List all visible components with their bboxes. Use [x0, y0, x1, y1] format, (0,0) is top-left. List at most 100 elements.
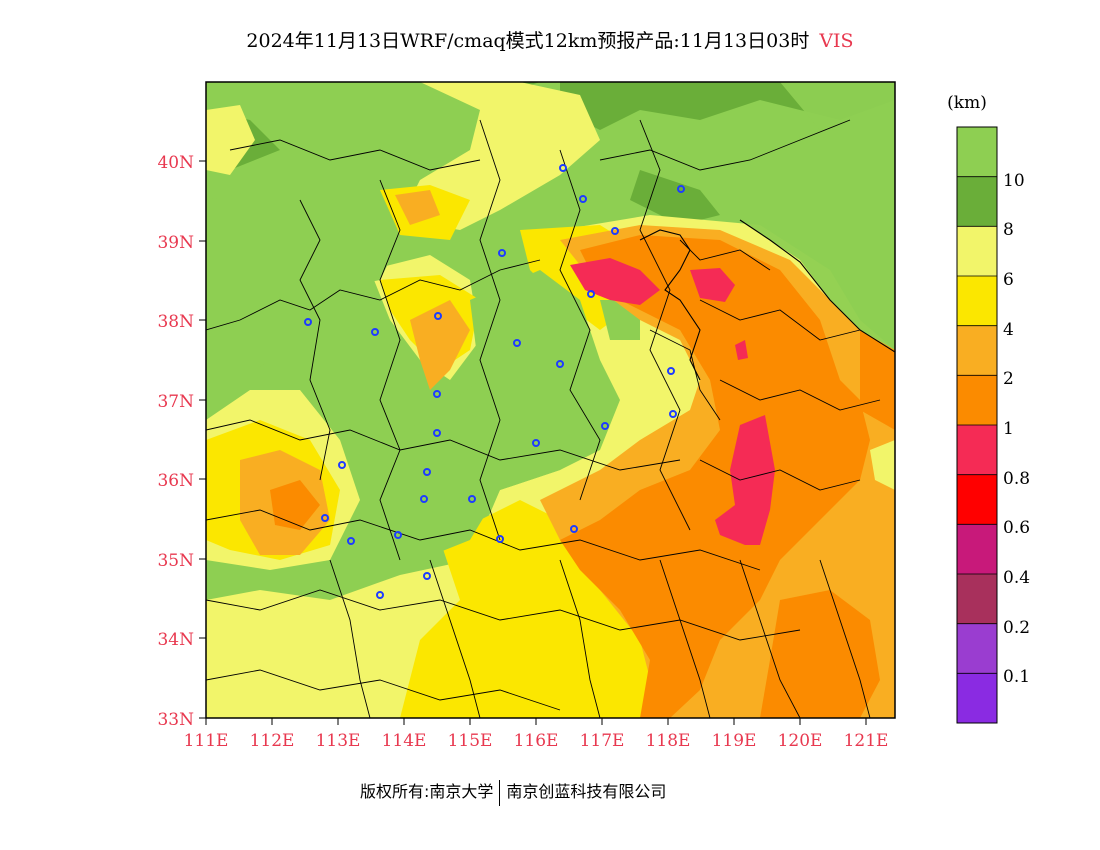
lat-ticks	[199, 160, 206, 719]
lat-label: 35N	[157, 551, 194, 571]
lon-label: 121E	[844, 731, 889, 751]
city-marker	[394, 531, 402, 539]
lat-labels: 33N 34N 35N 36N 37N 38N 39N 40N	[157, 153, 194, 730]
visibility-2-4-area	[395, 190, 440, 225]
sea-area	[740, 82, 895, 350]
visibility-1-2-area	[760, 590, 880, 718]
colorbar	[957, 127, 997, 724]
visibility-0.8-1-area	[715, 415, 775, 545]
company-text: 南京创蓝科技有限公司	[506, 782, 667, 801]
visibility-0.8-1-area	[690, 268, 735, 302]
city-marker	[304, 318, 312, 326]
city-marker	[433, 390, 441, 398]
colorbar-segment	[957, 127, 997, 178]
colorbar-segment	[957, 276, 997, 327]
lon-label: 113E	[316, 731, 361, 751]
footer-separator	[499, 779, 501, 806]
colorbar-segment	[957, 375, 997, 426]
visibility-1-2-area	[560, 235, 870, 718]
colorbar-labels: 10 8 6 4 2 1 0.8 0.6 0.4 0.2 0.1	[1003, 171, 1030, 687]
coastline	[639, 229, 701, 381]
lon-labels: 111E 112E 113E 114E 115E 116E 117E 118E …	[184, 731, 889, 751]
lat-label: 34N	[157, 630, 194, 650]
colorbar-segment	[957, 176, 997, 227]
city-marker	[556, 360, 564, 368]
colorbar-segment	[957, 524, 997, 575]
colorbar-label: 6	[1003, 270, 1014, 290]
lat-label: 37N	[157, 392, 194, 412]
colorbar-label: 0.8	[1003, 469, 1030, 489]
colorbar-segment	[957, 425, 997, 476]
coastline	[739, 219, 895, 353]
colorbar-label: 4	[1003, 320, 1014, 340]
city-marker	[669, 410, 677, 418]
lon-label: 120E	[778, 731, 823, 751]
city-marker	[376, 591, 384, 599]
city-marker	[667, 367, 675, 375]
city-marker	[347, 537, 355, 545]
colorbar-label: 10	[1003, 171, 1025, 191]
city-marker	[433, 429, 441, 437]
colorbar-label: 0.4	[1003, 568, 1030, 588]
lat-label: 40N	[157, 153, 194, 173]
city-marker	[498, 249, 506, 257]
visibility-gt10-area	[360, 270, 620, 560]
city-marker	[587, 290, 595, 298]
colorbar-segment	[957, 474, 997, 525]
lon-label: 114E	[382, 731, 427, 751]
city-marker	[338, 461, 346, 469]
colorbar-label: 2	[1003, 369, 1014, 389]
city-marker	[579, 195, 587, 203]
title-main: 2024年11月13日WRF/cmaq模式12km预报产品:11月13日03时	[246, 30, 810, 52]
colorbar-label: 0.1	[1003, 667, 1030, 687]
colorbar-unit: (km)	[947, 93, 987, 113]
visibility-2-4-area	[410, 300, 470, 390]
city-marker	[513, 339, 521, 347]
lon-label: 117E	[580, 731, 625, 751]
city-marker	[434, 312, 442, 320]
city-marker	[420, 495, 428, 503]
lon-label: 116E	[514, 731, 559, 751]
visibility-0.8-1-area	[570, 258, 660, 305]
visibility-6-8-area	[870, 440, 895, 490]
city-marker	[601, 422, 609, 430]
city-marker	[496, 535, 504, 543]
visibility-1-2-area	[860, 330, 895, 430]
city-markers	[304, 164, 685, 599]
city-marker	[423, 572, 431, 580]
copyright-text: 版权所有:南京大学	[360, 782, 494, 801]
lon-label: 118E	[646, 731, 691, 751]
lon-label: 119E	[712, 731, 757, 751]
visibility-gt10-area	[300, 220, 400, 290]
city-marker	[532, 439, 540, 447]
city-marker	[677, 185, 685, 193]
colorbar-segment	[957, 574, 997, 625]
city-marker	[468, 495, 476, 503]
lon-label: 115E	[448, 731, 493, 751]
footer: 版权所有:南京大学 南京创蓝科技有限公司	[360, 778, 666, 806]
lon-label: 111E	[184, 731, 229, 751]
visibility-6-8-area	[206, 105, 255, 175]
colorbar-label: 1	[1003, 419, 1014, 439]
city-marker	[321, 514, 329, 522]
city-marker	[371, 328, 379, 336]
title-variable: VIS	[819, 30, 854, 52]
lat-label: 38N	[157, 312, 194, 332]
colorbar-segment	[957, 673, 997, 724]
city-marker	[559, 164, 567, 172]
colorbar-segment	[957, 325, 997, 376]
colorbar-segment	[957, 226, 997, 277]
colorbar-label: 0.6	[1003, 518, 1030, 538]
colorbar-label: 8	[1003, 220, 1014, 240]
city-marker	[611, 227, 619, 235]
admin-borders	[206, 119, 881, 718]
chart-title: 2024年11月13日WRF/cmaq模式12km预报产品:11月13日03时 V…	[0, 26, 1100, 53]
lat-label: 39N	[157, 233, 194, 253]
lat-label: 33N	[157, 710, 194, 730]
colorbar-segment	[957, 623, 997, 674]
city-marker	[423, 468, 431, 476]
lat-label: 36N	[157, 471, 194, 491]
visibility-map	[206, 82, 895, 718]
